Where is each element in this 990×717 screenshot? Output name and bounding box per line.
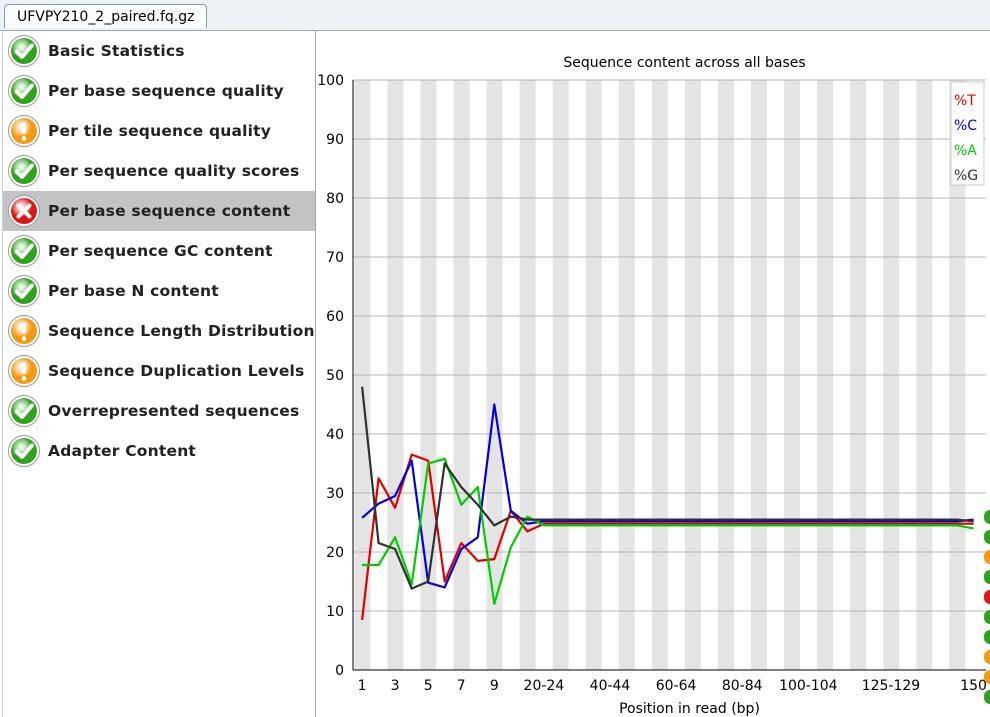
tab-bar: UFVPY210_2_paired.fq.gz	[0, 0, 990, 31]
module-label: Sequence Duplication Levels	[48, 362, 305, 380]
legend-entry: %G	[954, 168, 978, 184]
legend-box	[950, 81, 985, 186]
x-tick-label: 5	[424, 678, 433, 694]
x-tick-label: 3	[391, 678, 400, 694]
y-tick-label: 60	[326, 309, 344, 325]
legend: %T %C %A %G	[950, 81, 985, 186]
module-item[interactable]: Per base sequence content	[3, 191, 315, 231]
x-tick-label: 60-64	[656, 678, 697, 694]
module-label: Sequence Length Distribution	[48, 322, 315, 340]
module-label: Overrepresented sequences	[48, 402, 300, 420]
exclamation-icon	[984, 550, 990, 564]
check-icon	[8, 275, 40, 307]
x-tick-label: 20-24	[524, 678, 565, 694]
series-line	[361, 386, 974, 590]
x-tick-label: 100-104	[779, 678, 838, 694]
file-tab[interactable]: UFVPY210_2_paired.fq.gz	[4, 4, 208, 28]
x-tick-label: 125-129	[862, 678, 921, 694]
y-tick-label: 90	[326, 132, 344, 148]
check-icon	[8, 435, 40, 467]
y-tick-label: 30	[326, 486, 344, 502]
legend-entry: %C	[954, 118, 977, 134]
check-icon	[8, 75, 40, 107]
check-icon	[984, 690, 990, 704]
exclamation-icon	[8, 315, 40, 347]
y-tick-label: 10	[326, 604, 344, 620]
module-item[interactable]: Sequence Duplication Levels	[3, 351, 315, 391]
sequence-content-chart: 0 10 20 30 40 50 60 70 80 90 100 1 3 5 7 9 20-24 40-44 60-…	[317, 55, 987, 717]
x-tick-label: 1	[358, 678, 367, 694]
chart-panel: 0 10 20 30 40 50 60 70 80 90 100 1 3 5 7 9 20-24 40-44 60-…	[316, 31, 990, 717]
y-tick-label: 20	[326, 545, 344, 561]
y-tick-label: 100	[317, 73, 344, 89]
x-axis-label: Position in read (bp)	[619, 701, 760, 717]
x-tick-label: 7	[457, 678, 466, 694]
legend-entry: %T	[954, 93, 976, 109]
module-item[interactable]: Overrepresented sequences	[3, 391, 315, 431]
module-label: Per tile sequence quality	[48, 122, 272, 140]
x-tick-label: 9	[490, 678, 499, 694]
exclamation-icon	[8, 115, 40, 147]
module-item[interactable]: Basic Statistics	[3, 31, 315, 71]
module-item[interactable]: Per sequence GC content	[3, 231, 315, 271]
adjacent-window-icons	[984, 510, 990, 717]
module-item[interactable]: Adapter Content	[3, 431, 315, 471]
check-icon	[984, 510, 990, 524]
module-label: Per sequence quality scores	[48, 162, 300, 180]
check-icon	[8, 235, 40, 267]
module-item[interactable]: Per sequence quality scores	[3, 151, 315, 191]
check-icon	[984, 570, 990, 584]
exclamation-icon	[8, 355, 40, 387]
module-label: Per sequence GC content	[48, 242, 273, 260]
y-tick-label: 50	[326, 368, 344, 384]
module-label: Basic Statistics	[48, 42, 185, 60]
chart-title: Sequence content across all bases	[563, 55, 805, 71]
y-tick-label: 40	[326, 427, 344, 443]
cross-icon	[8, 195, 40, 227]
module-label: Adapter Content	[48, 442, 197, 460]
legend-entry: %A	[954, 143, 977, 159]
module-item[interactable]: Per base N content	[3, 271, 315, 311]
exclamation-icon	[984, 670, 990, 684]
y-tick-label: 0	[335, 663, 344, 679]
module-item[interactable]: Sequence Length Distribution	[3, 311, 315, 351]
module-label: Per base sequence quality	[48, 82, 284, 100]
check-icon	[984, 530, 990, 544]
module-list: Basic Statistics Per base sequence qualit…	[2, 31, 316, 717]
y-tick-label: 70	[326, 250, 344, 266]
check-icon	[8, 395, 40, 427]
exclamation-icon	[984, 650, 990, 664]
x-tick-label: 40-44	[590, 678, 631, 694]
y-tick-label: 80	[326, 191, 344, 207]
series-line	[362, 457, 974, 606]
check-icon	[984, 610, 990, 624]
x-tick-label: 80-84	[722, 678, 763, 694]
cross-icon	[984, 590, 990, 604]
check-icon	[8, 35, 40, 67]
series-line	[361, 403, 974, 589]
check-icon	[984, 630, 990, 644]
x-tick-label: 150	[960, 678, 987, 694]
module-item[interactable]: Per tile sequence quality	[3, 111, 315, 151]
module-label: Per base N content	[48, 282, 219, 300]
check-icon	[8, 155, 40, 187]
module-item[interactable]: Per base sequence quality	[3, 71, 315, 111]
module-label: Per base sequence content	[48, 202, 291, 220]
